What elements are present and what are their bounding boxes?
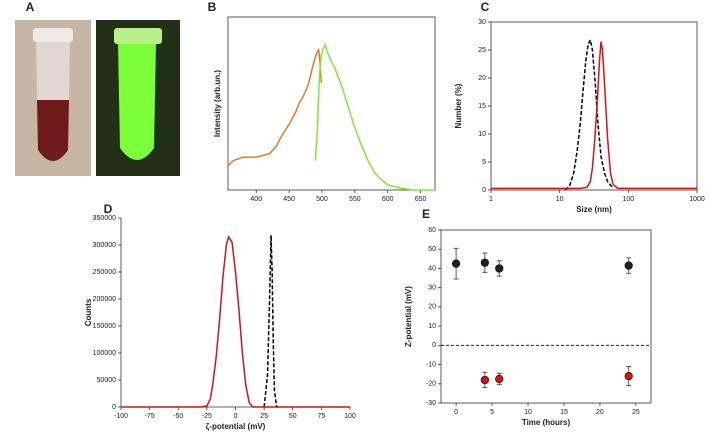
x-tick-label: 15 <box>560 409 568 416</box>
y-tick-label: 15 <box>478 103 486 110</box>
x-tick-label: 600 <box>382 196 394 203</box>
x-tick-label: 650 <box>415 196 427 203</box>
x-tick-label: 1000 <box>689 196 705 203</box>
y-tick-label: 0 <box>112 404 116 411</box>
photo <box>15 20 180 176</box>
y-tick-label: 0 <box>432 342 436 349</box>
y-tick-label: 150000 <box>93 323 116 330</box>
data-line <box>263 235 278 408</box>
x-tick-label: 550 <box>349 196 361 203</box>
panel-label: E <box>422 207 430 221</box>
y-tick-label: 20 <box>478 75 486 82</box>
data-line <box>564 37 614 191</box>
y-tick-label: 5 <box>482 159 486 166</box>
y-tick-label: 250000 <box>93 269 116 276</box>
tube-cap <box>33 28 73 42</box>
x-tick-label: 75 <box>317 413 325 420</box>
y-tick-label: 30 <box>478 19 486 26</box>
x-tick-label: -25 <box>202 413 212 420</box>
data-point <box>495 374 504 384</box>
data-point <box>452 259 461 268</box>
y-tick-label: 200000 <box>93 296 116 303</box>
data-point <box>480 375 489 385</box>
plot-frame <box>227 16 436 191</box>
x-axis-title: Time (hours) <box>522 418 571 427</box>
tube-liquid <box>37 100 69 161</box>
data-line <box>121 235 350 408</box>
tube-cap <box>114 28 162 44</box>
y-axis-title: Z-potential (mV) <box>404 286 413 347</box>
y-tick-label: 50000 <box>97 377 117 384</box>
y-tick-label: 60 <box>428 227 436 234</box>
tube <box>118 42 156 160</box>
x-tick-label: 25 <box>260 413 268 420</box>
x-tick-label: -75 <box>145 413 155 420</box>
x-tick-label: 400 <box>250 196 262 203</box>
x-tick-label: -50 <box>173 413 183 420</box>
y-tick-label: 100000 <box>93 350 116 357</box>
x-tick-label: 50 <box>289 413 297 420</box>
x-tick-label: 450 <box>283 196 295 203</box>
panel-label: B <box>208 0 217 14</box>
data-point <box>480 258 489 267</box>
y-tick-label: 300000 <box>93 242 116 249</box>
x-tick-label: -100 <box>114 413 128 420</box>
y-axis-title: Counts <box>84 298 93 326</box>
y-tick-label: 350000 <box>93 215 116 222</box>
x-tick-label: 100 <box>622 196 634 203</box>
panel-label: C <box>481 0 490 14</box>
plot-frame <box>490 21 698 191</box>
x-tick-label: 10 <box>556 196 564 203</box>
y-tick-label: 10 <box>478 131 486 138</box>
x-axis-title: Size (nm) <box>576 205 612 214</box>
x-tick-label: 25 <box>632 409 640 416</box>
x-tick-label: 0 <box>454 409 458 416</box>
y-axis-title: Number (%) <box>454 83 463 128</box>
data-line <box>491 41 697 190</box>
y-tick-label: -20 <box>426 381 436 388</box>
x-tick-label: 5 <box>490 409 494 416</box>
x-tick-label: 0 <box>234 413 238 420</box>
y-tick-label: -10 <box>426 361 436 368</box>
panel-label: D <box>104 202 113 216</box>
data-line <box>314 42 435 191</box>
x-axis-title: ζ-potential (mV) <box>206 422 266 431</box>
data-point <box>624 371 633 381</box>
x-tick-label: 20 <box>596 409 604 416</box>
x-tick-label: 500 <box>316 196 328 203</box>
y-tick-label: 30 <box>428 285 436 292</box>
panel-label: A <box>26 0 35 14</box>
data-line <box>227 47 323 167</box>
y-tick-label: 40 <box>428 265 436 272</box>
x-tick-label: 100 <box>344 413 356 420</box>
y-tick-label: 25 <box>478 47 486 54</box>
data-point <box>495 264 504 273</box>
x-tick-label: 1 <box>489 196 493 203</box>
y-tick-label: 10 <box>428 323 436 330</box>
y-tick-label: 20 <box>428 304 436 311</box>
x-tick-label: 10 <box>524 409 532 416</box>
plot-frame <box>440 229 652 404</box>
y-tick-label: 50 <box>428 246 436 253</box>
y-tick-label: 0 <box>482 187 486 194</box>
y-axis-title: Intensity (arb.un.) <box>213 70 222 137</box>
y-tick-label: -30 <box>426 400 436 407</box>
data-point <box>624 261 633 270</box>
